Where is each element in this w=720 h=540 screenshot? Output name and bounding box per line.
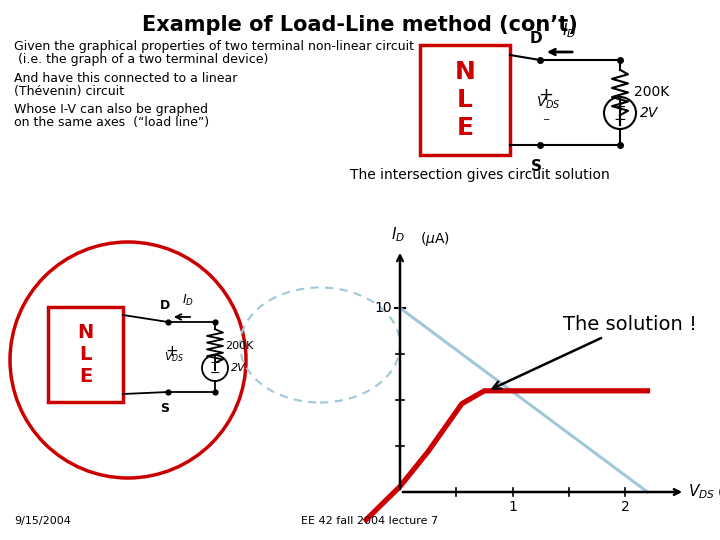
Text: $^-$: $^-$	[541, 116, 551, 129]
Text: $V_{DS}$: $V_{DS}$	[164, 350, 184, 364]
Text: $V_{DS}$: $V_{DS}$	[688, 483, 715, 501]
Text: −: −	[613, 111, 626, 126]
Text: S: S	[161, 402, 169, 415]
FancyBboxPatch shape	[420, 45, 510, 155]
Text: 1: 1	[508, 500, 517, 514]
Text: 200K: 200K	[225, 341, 253, 351]
Text: 2V: 2V	[640, 106, 658, 120]
Text: (V): (V)	[718, 485, 720, 499]
Text: (i.e. the graph of a two terminal device): (i.e. the graph of a two terminal device…	[14, 53, 269, 66]
Text: Example of Load-Line method (con’t): Example of Load-Line method (con’t)	[142, 15, 578, 35]
Text: 10: 10	[374, 301, 392, 315]
Text: And have this connected to a linear: And have this connected to a linear	[14, 72, 238, 85]
Text: +: +	[166, 343, 179, 359]
Text: ($\mu$A): ($\mu$A)	[420, 230, 450, 248]
Text: $I_D$: $I_D$	[391, 225, 405, 244]
Text: +: +	[539, 85, 554, 104]
Text: $V_{DS}$: $V_{DS}$	[536, 94, 561, 111]
Text: 200K: 200K	[634, 85, 670, 99]
Text: The solution !: The solution !	[492, 315, 697, 389]
Text: 2: 2	[621, 500, 629, 514]
Text: EE 42 fall 2004 lecture 7: EE 42 fall 2004 lecture 7	[302, 516, 438, 526]
Text: Whose I-V can also be graphed: Whose I-V can also be graphed	[14, 103, 208, 116]
Text: 2V: 2V	[231, 363, 246, 373]
Text: $I_D$: $I_D$	[182, 293, 194, 308]
Text: +: +	[614, 100, 626, 114]
Text: N
L
E: N L E	[454, 60, 475, 140]
FancyBboxPatch shape	[48, 307, 123, 402]
Text: $^-$: $^-$	[542, 143, 552, 156]
Text: D: D	[530, 31, 542, 46]
Text: −: −	[210, 367, 220, 380]
Text: on the same axes  (“load line”): on the same axes (“load line”)	[14, 116, 209, 129]
Text: The intersection gives circuit solution: The intersection gives circuit solution	[350, 168, 610, 182]
Text: 9/15/2004: 9/15/2004	[14, 516, 71, 526]
Text: S: S	[531, 159, 541, 174]
Text: $I_D$: $I_D$	[562, 21, 576, 40]
Text: +: +	[210, 356, 220, 369]
Text: Given the graphical properties of two terminal non-linear circuit: Given the graphical properties of two te…	[14, 40, 414, 53]
Text: D: D	[160, 299, 170, 312]
Text: (Thévenin) circuit: (Thévenin) circuit	[14, 85, 124, 98]
Text: N
L
E: N L E	[77, 323, 94, 386]
